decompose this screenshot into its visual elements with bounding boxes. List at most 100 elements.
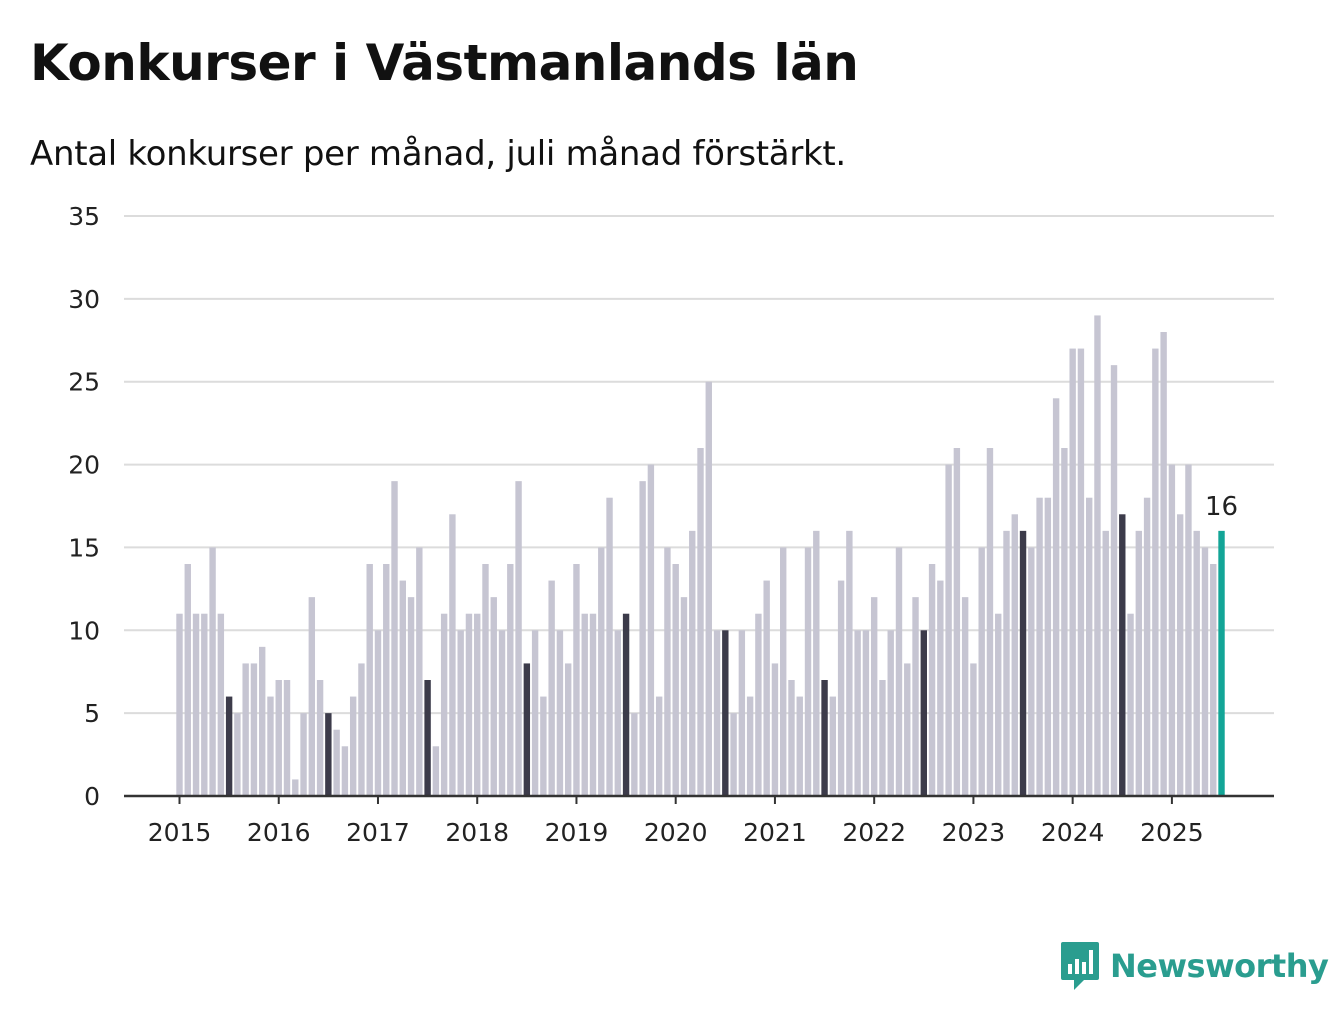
- bar: [821, 680, 828, 796]
- bar: [1185, 464, 1192, 796]
- bar: [358, 663, 365, 796]
- bar: [647, 464, 655, 796]
- bar: [788, 680, 795, 796]
- bar: [209, 547, 216, 796]
- bar: [391, 481, 398, 796]
- y-tick-label: 25: [68, 368, 100, 397]
- bar: [1168, 464, 1176, 796]
- bar: [432, 746, 440, 796]
- bar: [829, 696, 837, 796]
- bar: [383, 564, 390, 796]
- bar: [259, 646, 266, 796]
- bar: [531, 630, 539, 796]
- bar: [879, 680, 886, 796]
- bar: [1061, 448, 1068, 796]
- x-tick-label: 2019: [545, 818, 609, 847]
- bar: [738, 630, 746, 796]
- bar: [887, 630, 894, 796]
- bar: [300, 713, 307, 796]
- bar: [581, 613, 588, 796]
- bar: [1077, 348, 1085, 796]
- bar: [416, 547, 423, 796]
- x-tick-label: 2024: [1041, 818, 1105, 847]
- x-tick-label: 2020: [644, 818, 708, 847]
- y-tick-label: 15: [68, 533, 100, 562]
- bar: [1176, 514, 1184, 796]
- bar: [540, 696, 547, 796]
- y-tick-label: 35: [68, 202, 100, 231]
- bar: [341, 746, 349, 796]
- x-tick-label: 2022: [842, 818, 906, 847]
- bar: [945, 464, 952, 796]
- x-axis-ticks: 2015 2016 2017 2018 2019 2020 2021 2022 2023 2024…: [148, 796, 1204, 847]
- bar: [904, 663, 911, 796]
- bar: [1102, 530, 1109, 796]
- bar: [1119, 514, 1126, 796]
- bar: [1210, 564, 1217, 796]
- x-tick-label: 2017: [346, 818, 410, 847]
- bar: [366, 564, 373, 796]
- bar: [614, 630, 622, 796]
- bar: [267, 696, 274, 796]
- bar: [986, 448, 994, 796]
- bar: [771, 663, 779, 796]
- bar: [697, 448, 704, 796]
- bar: [837, 580, 845, 796]
- bar: [515, 481, 522, 796]
- bar: [374, 630, 382, 796]
- bar: [862, 630, 870, 796]
- bar: [201, 613, 208, 796]
- bar: [482, 564, 489, 796]
- bar: [523, 663, 531, 796]
- bar: [407, 597, 415, 796]
- bar: [664, 547, 671, 796]
- bar: [556, 630, 564, 796]
- bar: [225, 696, 233, 796]
- bar: [1011, 514, 1018, 796]
- bar: [622, 613, 630, 796]
- bar: [1094, 315, 1101, 796]
- y-tick-label: 20: [68, 451, 100, 480]
- bar: [1135, 530, 1143, 796]
- bar: [689, 530, 696, 796]
- bar: [1110, 365, 1118, 796]
- bar: [217, 613, 225, 796]
- bar: [755, 613, 762, 796]
- bar: [490, 597, 497, 796]
- latest-value-label: 16: [1205, 492, 1238, 522]
- bar: [1003, 530, 1010, 796]
- logo-text: Newsworthy: [1110, 947, 1329, 985]
- bar: [970, 663, 977, 796]
- bar: [1127, 613, 1134, 796]
- bar: [713, 630, 721, 796]
- bar: [457, 630, 464, 796]
- bar: [598, 547, 605, 796]
- bar: [722, 630, 729, 796]
- chart-bubble-icon: [1061, 942, 1099, 990]
- x-tick-label: 2018: [445, 818, 509, 847]
- y-tick-label: 0: [84, 782, 100, 811]
- bar: [1019, 530, 1027, 796]
- bar: [895, 547, 903, 796]
- bar: [440, 613, 448, 796]
- bar: [465, 613, 473, 796]
- bar: [1143, 497, 1151, 796]
- bar: [631, 713, 638, 796]
- bar: [399, 580, 406, 796]
- bar: [928, 564, 936, 796]
- bar: [1052, 398, 1060, 796]
- x-tick-label: 2025: [1140, 818, 1204, 847]
- y-tick-label: 30: [68, 285, 100, 314]
- bar: [184, 564, 191, 796]
- bar: [937, 580, 944, 796]
- bar: [995, 613, 1002, 796]
- bar: [1152, 348, 1159, 796]
- bar: [746, 696, 754, 796]
- bar: [349, 696, 357, 796]
- bar: [1201, 547, 1209, 796]
- bar: [498, 630, 506, 796]
- bar: [1160, 332, 1167, 796]
- bar: [275, 680, 282, 796]
- y-tick-label: 10: [68, 616, 100, 645]
